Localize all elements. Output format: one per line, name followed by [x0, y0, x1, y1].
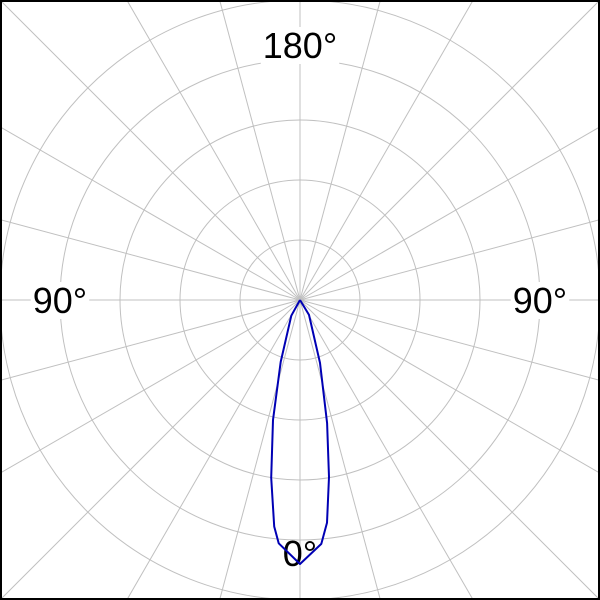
grid-ring	[179, 179, 421, 421]
grid-ring	[239, 239, 361, 361]
grid-spoke	[299, 126, 600, 301]
series-layer	[270, 299, 330, 565]
grid-spoke	[0, 126, 301, 301]
grid-spoke	[126, 0, 301, 301]
grid-spoke	[299, 299, 600, 474]
grid-spoke	[0, 299, 301, 600]
angle-labels: 180° 90° 90° 0°	[30, 25, 570, 574]
label-bg	[260, 27, 340, 64]
grid-spoke	[299, 0, 381, 301]
angle-label-180: 180°	[263, 25, 337, 66]
grid-spoke	[299, 0, 474, 301]
grid-spoke	[299, 219, 600, 301]
angle-label-90-left: 90°	[33, 280, 87, 321]
series-line	[270, 299, 330, 565]
grid-ring	[119, 119, 481, 481]
grid-spoke	[299, 0, 600, 301]
grid-spoke	[219, 0, 301, 301]
grid-spoke	[126, 299, 301, 600]
grid-spoke	[299, 299, 600, 381]
grid-spoke	[0, 219, 301, 301]
angle-label-90-right: 90°	[513, 280, 567, 321]
grid-spoke	[299, 299, 474, 600]
grid-spoke	[299, 299, 600, 600]
label-bg	[510, 282, 570, 319]
grid-spoke	[0, 0, 301, 301]
label-bg	[30, 282, 90, 319]
grid-spoke	[299, 299, 381, 600]
grid-spoke	[0, 299, 301, 381]
grid-spoke	[0, 299, 301, 474]
grid-spoke	[219, 299, 301, 600]
